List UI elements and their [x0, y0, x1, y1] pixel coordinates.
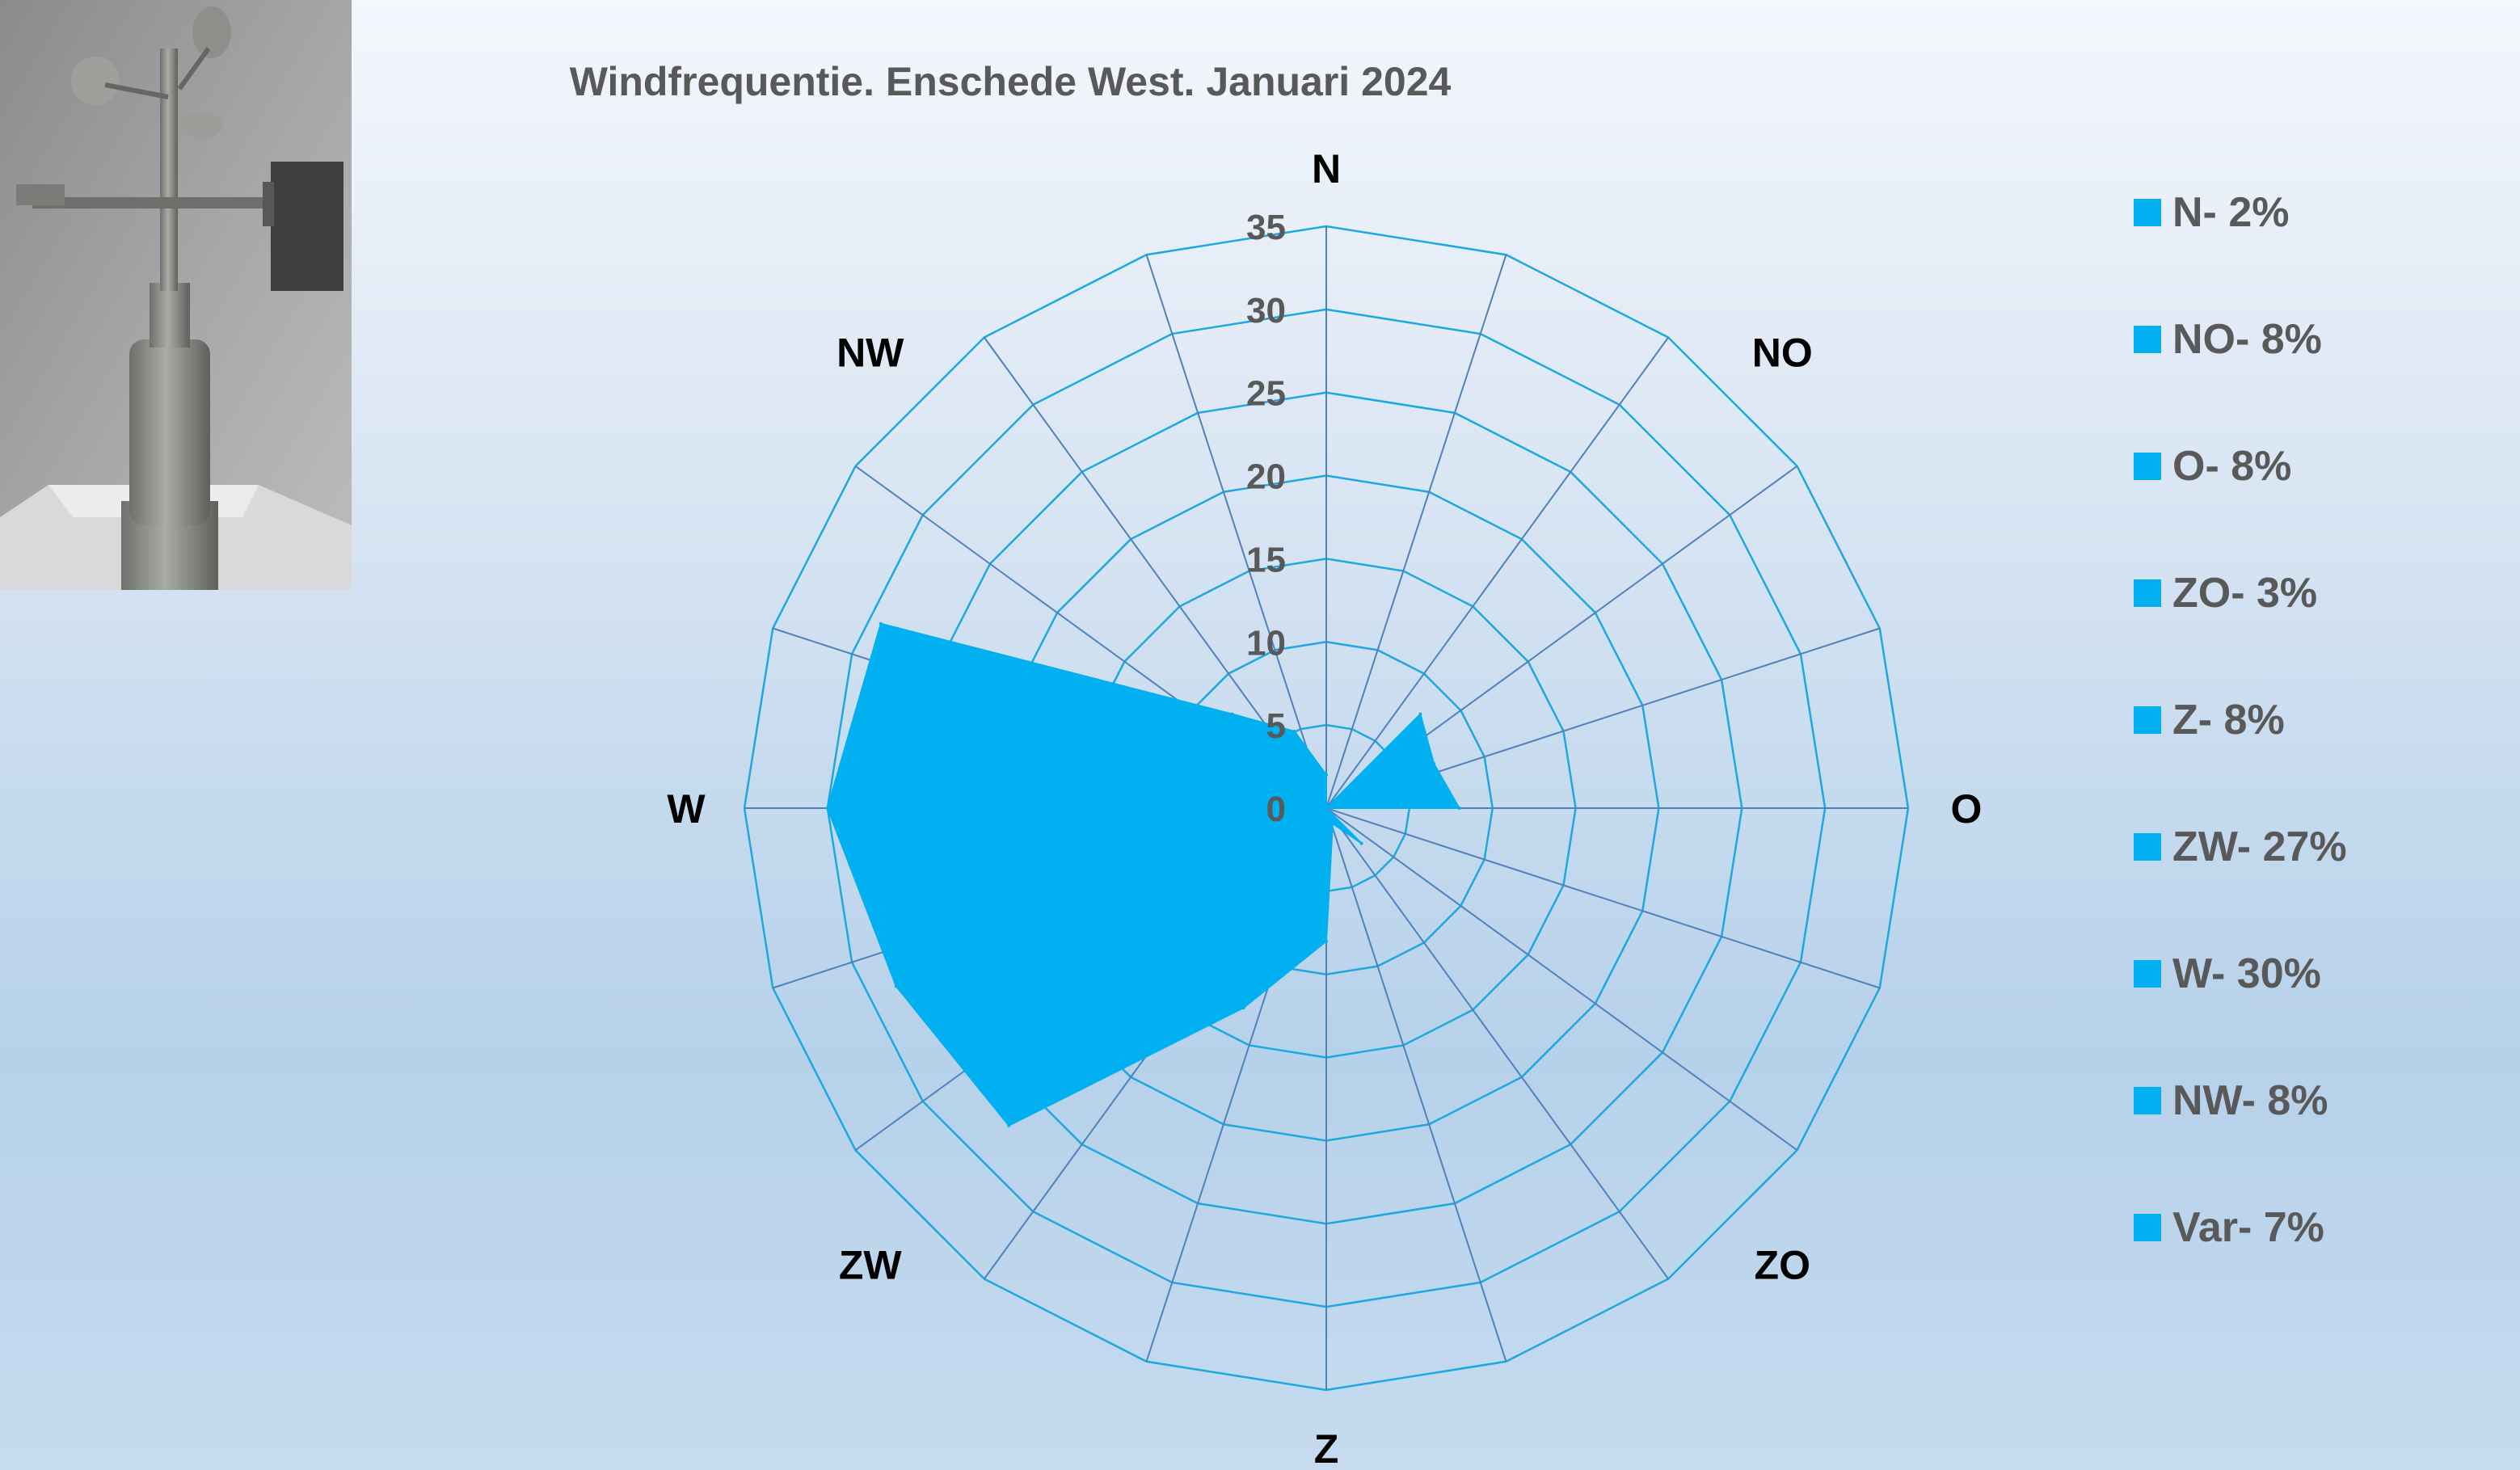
legend-label: Z- 8% — [2172, 697, 2285, 743]
tick-label: 10 — [1246, 623, 1286, 663]
chart-title: Windfrequentie. Enschede West. Januari 2… — [569, 59, 1452, 104]
legend-swatch — [2134, 1087, 2161, 1114]
grid-spoke — [1325, 336, 1670, 809]
legend-label: NW- 8% — [2172, 1077, 2328, 1124]
grid-spoke — [1145, 254, 1327, 809]
tick-label: 25 — [1246, 374, 1286, 414]
category-label-no: NO — [1752, 331, 1813, 376]
grid-spoke — [1325, 807, 1798, 1152]
data-point — [1330, 822, 1334, 826]
legend-swatch — [2134, 833, 2161, 861]
legend-item: NO- 8% — [2134, 311, 2322, 368]
legend-swatch — [2134, 960, 2161, 988]
legend-item: Var- 7% — [2134, 1199, 2324, 1256]
legend-item: Z- 8% — [2134, 692, 2285, 748]
legend-label: Var- 7% — [2172, 1204, 2324, 1251]
category-label-zw: ZW — [839, 1242, 903, 1287]
data-point — [1359, 841, 1363, 845]
legend-swatch — [2134, 579, 2161, 607]
data-point — [825, 807, 829, 810]
category-label-n: N — [1312, 146, 1341, 192]
legend-label: O- 8% — [2172, 443, 2292, 490]
data-point — [1432, 761, 1436, 765]
data-point — [1007, 1123, 1011, 1127]
legend-swatch — [2134, 326, 2161, 353]
legend-swatch — [2134, 199, 2161, 226]
data-point — [879, 621, 883, 625]
legend-swatch — [2134, 706, 2161, 734]
data-point — [1325, 939, 1328, 943]
data-point — [1457, 807, 1461, 810]
category-label-z: Z — [1314, 1426, 1339, 1470]
series-area — [826, 622, 1461, 1127]
category-label-nw: NW — [836, 331, 904, 376]
data-point — [1325, 807, 1328, 810]
anemometer-photo — [0, 0, 352, 590]
data-point — [894, 984, 898, 988]
legend-item: ZO- 3% — [2134, 565, 2317, 621]
legend-item: N- 2% — [2134, 184, 2289, 241]
legend-label: ZW- 27% — [2172, 823, 2347, 870]
tick-label: 35 — [1246, 208, 1286, 247]
data-point — [1418, 712, 1422, 716]
category-label-o: O — [1951, 786, 1983, 832]
grid-spoke — [1325, 807, 1670, 1280]
legend-item: W- 30% — [2134, 946, 2321, 1002]
legend-label: ZO- 3% — [2172, 570, 2318, 617]
tick-label: 15 — [1246, 540, 1286, 579]
data-point — [1325, 773, 1328, 777]
tick-label: 20 — [1246, 457, 1286, 497]
data-point — [1230, 712, 1234, 716]
grid-spoke — [1325, 807, 1507, 1363]
grid-spoke — [1325, 807, 1881, 989]
legend-swatch — [2134, 1214, 2161, 1241]
legend-swatch — [2134, 453, 2161, 480]
legend-item: NW- 8% — [2134, 1072, 2328, 1129]
legend-item: ZW- 27% — [2134, 819, 2347, 875]
tick-label: 5 — [1266, 706, 1286, 746]
data-point — [1241, 1006, 1245, 1010]
category-label-zo: ZO — [1755, 1242, 1810, 1287]
tick-label: 30 — [1246, 291, 1286, 331]
legend-label: NO- 8% — [2172, 316, 2322, 363]
category-label-w: W — [667, 786, 706, 832]
legend-label: N- 2% — [2172, 189, 2290, 236]
legend-label: W- 30% — [2172, 950, 2321, 997]
grid-spoke — [1325, 254, 1507, 809]
data-point — [1292, 729, 1296, 733]
legend-item: O- 8% — [2134, 438, 2291, 495]
tick-label: 0 — [1266, 790, 1286, 829]
